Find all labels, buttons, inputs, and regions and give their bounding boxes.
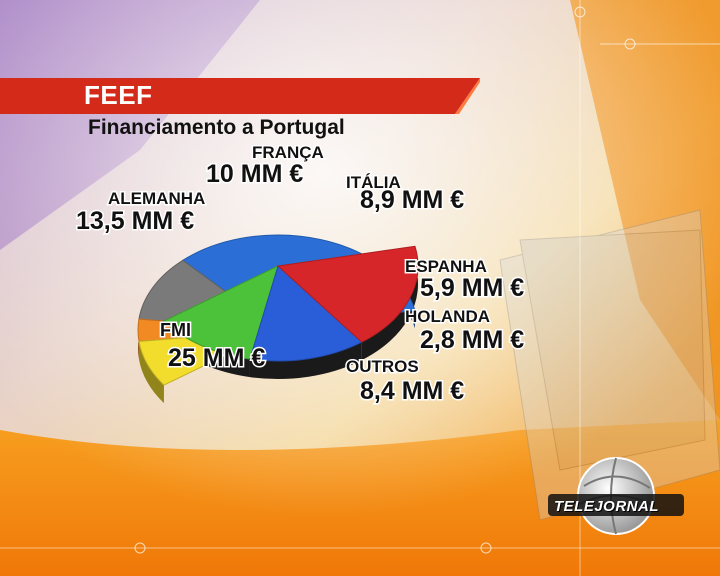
- pie-side-frança: [249, 342, 362, 379]
- telejornal-logo: [548, 457, 684, 535]
- header-bar: [0, 78, 480, 114]
- chart-subtitle: Financiamento a Portugal: [88, 116, 345, 139]
- slice-value-label: 8,4 MM €: [360, 377, 464, 405]
- pie-slice-alemanha: [276, 245, 419, 343]
- slice-name-label: OUTROS: [346, 357, 419, 376]
- slice-name-label: ALEMANHA: [108, 189, 205, 208]
- slice-name-label: HOLANDA: [405, 307, 490, 326]
- slice-value-label: 5,9 MM €: [420, 274, 524, 302]
- pie-side-espanha: [139, 341, 164, 404]
- chart-title: FEEF: [84, 80, 153, 110]
- slice-value-label: 13,5 MM €: [76, 207, 194, 235]
- slice-value-label: 10 MM €: [206, 160, 303, 188]
- slice-value-label: 2,8 MM €: [420, 326, 524, 354]
- pie-slice-frança: [249, 265, 363, 362]
- slice-name-label: ESPANHA: [405, 257, 487, 276]
- slice-value-label: 25 MM €: [168, 344, 265, 372]
- slice-name-label: FRANÇA: [252, 143, 324, 162]
- pie-side-alemanha: [361, 246, 418, 361]
- logo-text: TELEJORNAL: [554, 498, 660, 515]
- slice-value-label: 8,9 MM €: [360, 186, 464, 214]
- slice-name-label: FMI: [160, 320, 191, 340]
- slice-name-label: ITÁLIA: [346, 173, 401, 192]
- pie-slice-itália: [163, 265, 279, 360]
